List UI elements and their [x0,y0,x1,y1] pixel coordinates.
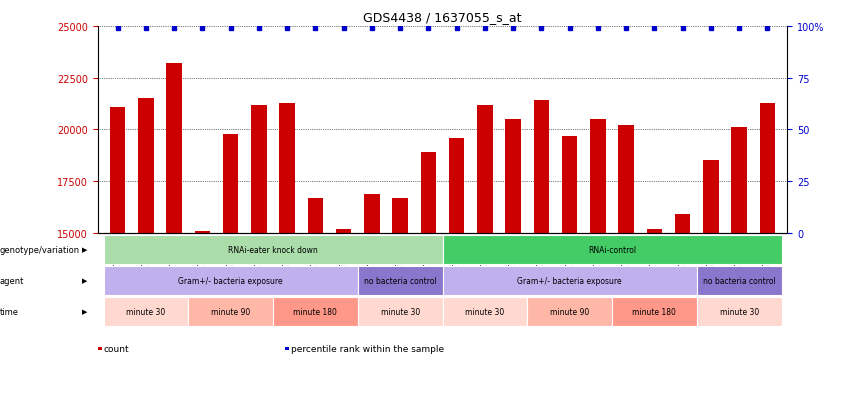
Bar [562,136,578,413]
Bar [420,153,437,413]
Bar [336,229,351,413]
Text: minute 30: minute 30 [465,307,505,316]
Bar [110,107,125,413]
Text: minute 180: minute 180 [632,307,677,316]
Bar [647,229,662,413]
Bar [195,231,210,413]
Bar [703,161,718,413]
Text: percentile rank within the sample: percentile rank within the sample [291,344,444,354]
Bar [619,126,634,413]
Bar [138,99,154,413]
Bar [167,64,182,413]
Bar [364,194,380,413]
Text: minute 30: minute 30 [720,307,759,316]
Text: Gram+/- bacteria exposure: Gram+/- bacteria exposure [517,276,622,285]
Text: minute 90: minute 90 [211,307,250,316]
Text: ▶: ▶ [82,278,87,284]
Text: ▶: ▶ [82,309,87,315]
Bar [534,101,549,413]
Bar [448,138,465,413]
Bar [590,120,606,413]
Text: minute 30: minute 30 [380,307,420,316]
Bar [731,128,747,413]
Text: minute 180: minute 180 [294,307,337,316]
Bar [477,105,493,413]
Text: minute 30: minute 30 [126,307,165,316]
Text: ▶: ▶ [82,247,87,253]
Text: count: count [104,344,129,354]
Bar [392,198,408,413]
Title: GDS4438 / 1637055_s_at: GDS4438 / 1637055_s_at [363,11,522,24]
Text: Gram+/- bacteria exposure: Gram+/- bacteria exposure [179,276,283,285]
Bar [223,134,238,413]
Bar [760,103,775,413]
Bar [505,120,521,413]
Bar [279,103,295,413]
Text: minute 90: minute 90 [550,307,589,316]
Bar [307,198,323,413]
Text: no bacteria control: no bacteria control [363,276,437,285]
Text: time: time [0,307,19,316]
Text: RNAi-control: RNAi-control [588,245,636,254]
Bar [251,105,266,413]
Bar [675,215,690,413]
Text: no bacteria control: no bacteria control [703,276,775,285]
Text: genotype/variation: genotype/variation [0,245,80,254]
Text: RNAi-eater knock down: RNAi-eater knock down [228,245,318,254]
Text: agent: agent [0,276,25,285]
